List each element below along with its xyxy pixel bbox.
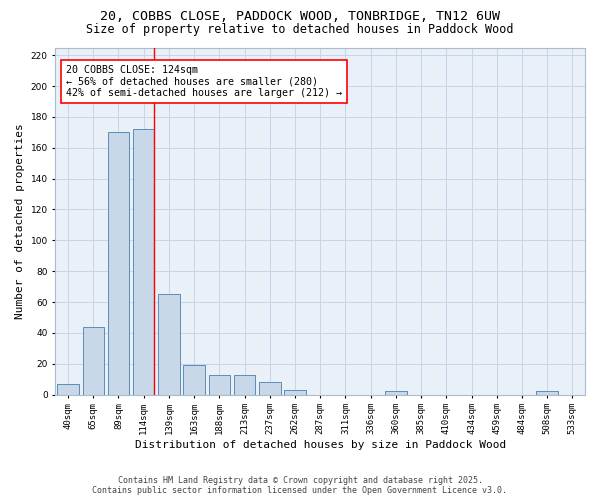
Bar [536, 392, 558, 394]
Bar [385, 392, 407, 394]
Text: 20, COBBS CLOSE, PADDOCK WOOD, TONBRIDGE, TN12 6UW: 20, COBBS CLOSE, PADDOCK WOOD, TONBRIDGE… [100, 10, 500, 23]
Y-axis label: Number of detached properties: Number of detached properties [15, 123, 25, 319]
Bar [108, 132, 129, 394]
Bar [58, 384, 79, 394]
Bar [234, 374, 255, 394]
Bar [158, 294, 179, 394]
Text: Contains HM Land Registry data © Crown copyright and database right 2025.
Contai: Contains HM Land Registry data © Crown c… [92, 476, 508, 495]
Text: Size of property relative to detached houses in Paddock Wood: Size of property relative to detached ho… [86, 22, 514, 36]
Bar [259, 382, 281, 394]
Bar [284, 390, 306, 394]
Bar [209, 374, 230, 394]
Bar [83, 326, 104, 394]
X-axis label: Distribution of detached houses by size in Paddock Wood: Distribution of detached houses by size … [134, 440, 506, 450]
Bar [184, 365, 205, 394]
Bar [133, 130, 154, 394]
Text: 20 COBBS CLOSE: 124sqm
← 56% of detached houses are smaller (280)
42% of semi-de: 20 COBBS CLOSE: 124sqm ← 56% of detached… [66, 65, 342, 98]
